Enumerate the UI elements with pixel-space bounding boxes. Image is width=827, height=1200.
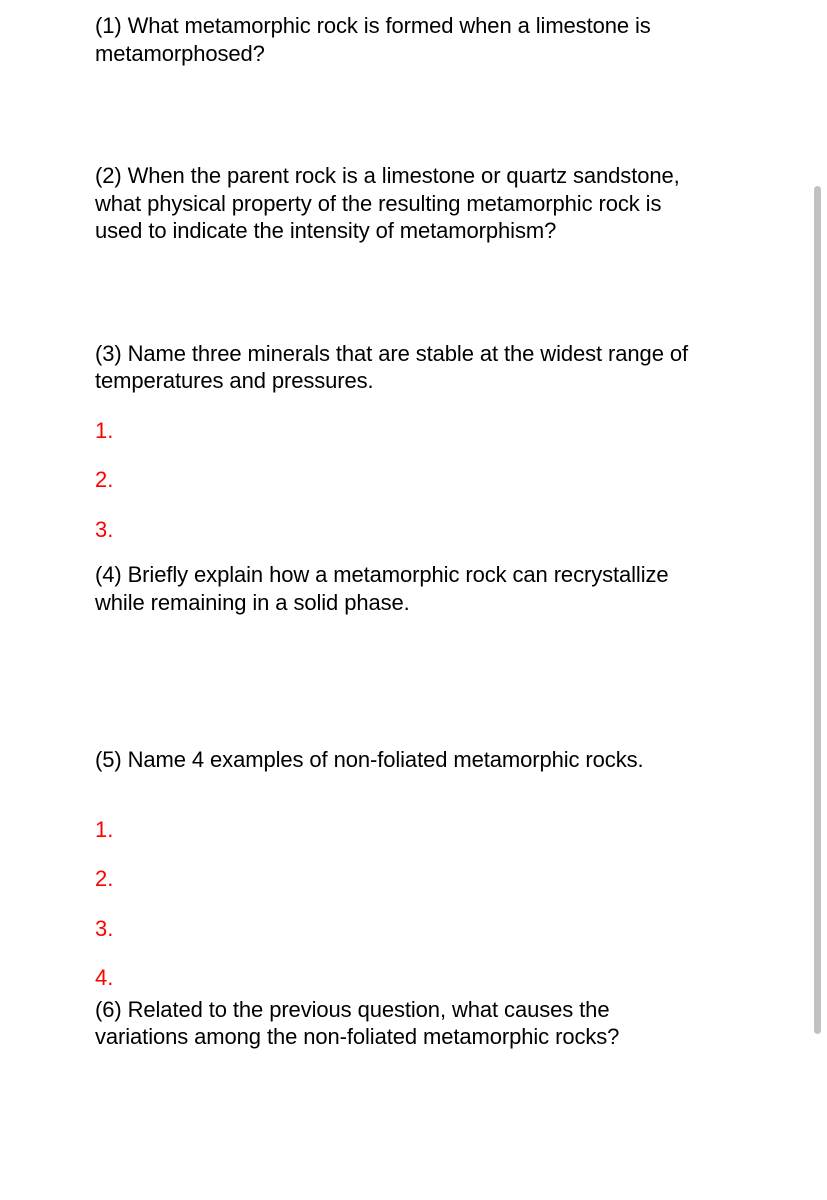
q3-answer-1: 1.	[95, 417, 700, 445]
q3-answer-2: 2.	[95, 466, 700, 494]
question-1: (1) What metamorphic rock is formed when…	[95, 12, 700, 67]
question-5: (5) Name 4 examples of non-foliated meta…	[95, 746, 700, 774]
question-3: (3) Name three minerals that are stable …	[95, 340, 700, 395]
question-2: (2) When the parent rock is a limestone …	[95, 162, 700, 245]
q3-answer-3: 3.	[95, 516, 700, 544]
question-6: (6) Related to the previous question, wh…	[95, 996, 700, 1051]
worksheet-content: (1) What metamorphic rock is formed when…	[0, 0, 795, 1071]
question-4: (4) Briefly explain how a metamorphic ro…	[95, 561, 700, 616]
q5-answer-4: 4.	[95, 964, 700, 992]
q5-answer-3: 3.	[95, 915, 700, 943]
q5-answer-1: 1.	[95, 816, 700, 844]
q5-answer-2: 2.	[95, 865, 700, 893]
scrollbar-thumb[interactable]	[814, 186, 821, 1034]
